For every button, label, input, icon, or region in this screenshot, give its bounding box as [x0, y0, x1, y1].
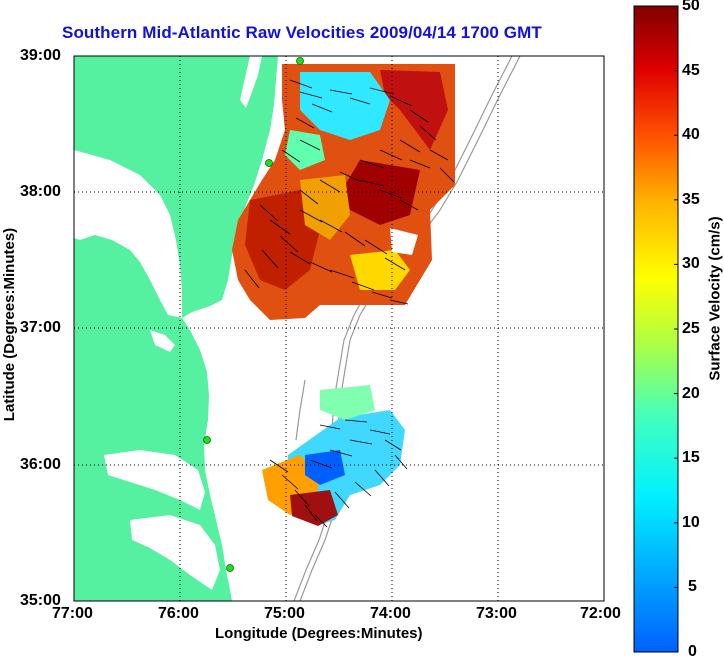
- colorbar-tick-label: 25: [682, 320, 700, 337]
- colorbar-tick-label: 5: [688, 578, 697, 595]
- colorbar-tick-label: 15: [682, 449, 700, 466]
- colorbar: [633, 5, 679, 653]
- colorbar-ticks: [674, 5, 678, 653]
- pamlico-sound: [130, 515, 220, 590]
- y-tick-label: 36:00: [20, 456, 61, 473]
- colorbar-tick-label: 45: [682, 62, 700, 79]
- delaware-bay: [240, 56, 262, 108]
- grid-lines: [74, 56, 604, 601]
- colorbar-tick-label: 50: [682, 0, 700, 14]
- colorbar-tick-label: 20: [682, 385, 700, 402]
- colorbar-label: Surface Velocity (cm/s): [706, 216, 724, 381]
- y-tick-label: 35:00: [20, 592, 61, 609]
- y-tick-label: 39:00: [20, 47, 61, 64]
- colorbar-tick-label: 35: [682, 191, 700, 208]
- x-tick-label: 73:00: [476, 605, 517, 622]
- y-tick-label: 38:00: [20, 183, 61, 200]
- velocity-field-south: [262, 385, 405, 526]
- x-tick-label: 74:00: [370, 605, 411, 622]
- x-tick-label: 72:00: [580, 605, 621, 622]
- x-tick-label: 77:00: [52, 605, 93, 622]
- river-inlet: [150, 330, 175, 352]
- plot-frame: [73, 55, 605, 602]
- x-tick-label: 76:00: [158, 605, 199, 622]
- y-tick-label: 37:00: [20, 319, 61, 336]
- colorbar-tick-label: 10: [682, 514, 700, 531]
- map-title: Southern Mid-Atlantic Raw Velocities 200…: [62, 23, 542, 42]
- y-axis-label: Latitude (Degrees:Minutes): [1, 227, 18, 422]
- radar-stations: [203, 57, 304, 572]
- x-axis-label: Longitude (Degrees:Minutes): [215, 625, 423, 642]
- current-vectors: [244, 79, 455, 528]
- colorbar-tick-label: 30: [682, 255, 700, 272]
- colorbar-tick-label: 0: [688, 643, 697, 660]
- velocity-field-north: [232, 64, 455, 320]
- colorbar-tick-label: 40: [682, 126, 700, 143]
- x-tick-label: 75:00: [264, 605, 305, 622]
